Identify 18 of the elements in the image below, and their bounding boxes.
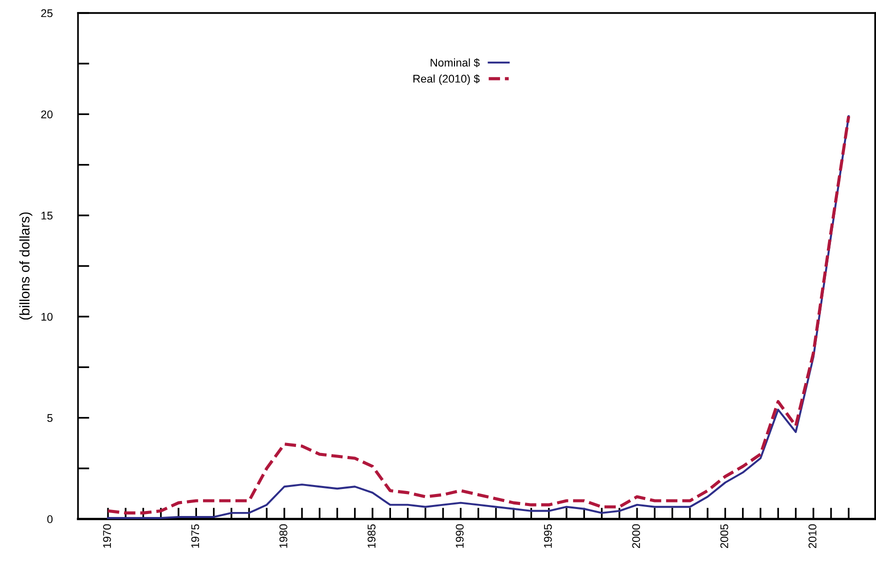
y-tick-label: 0 bbox=[47, 515, 53, 524]
x-tick-label: 2005 bbox=[720, 524, 728, 548]
x-tick-label: 1980 bbox=[279, 524, 288, 548]
x-tick-label: 1970 bbox=[103, 524, 111, 548]
x-tick-label: 2010 bbox=[808, 524, 816, 548]
y-tick-label: 15 bbox=[41, 212, 53, 220]
x-tick-label: 1985 bbox=[368, 524, 376, 548]
y-tick-label: 10 bbox=[41, 312, 53, 321]
y-tick-label: 20 bbox=[41, 110, 53, 118]
y-tick-label: 25 bbox=[41, 9, 53, 18]
legend-label: Nominal $ bbox=[430, 58, 480, 68]
legend-label: Real (2010) $ bbox=[413, 74, 480, 85]
y-tick-label: 5 bbox=[47, 414, 53, 422]
x-tick-label: 2000 bbox=[632, 524, 640, 548]
x-tick-label: 1990 bbox=[456, 524, 464, 548]
y-axis-title: (billons of dollars) bbox=[19, 212, 32, 320]
x-tick-label: 1975 bbox=[191, 524, 200, 548]
x-tick-label: 1995 bbox=[544, 524, 552, 548]
